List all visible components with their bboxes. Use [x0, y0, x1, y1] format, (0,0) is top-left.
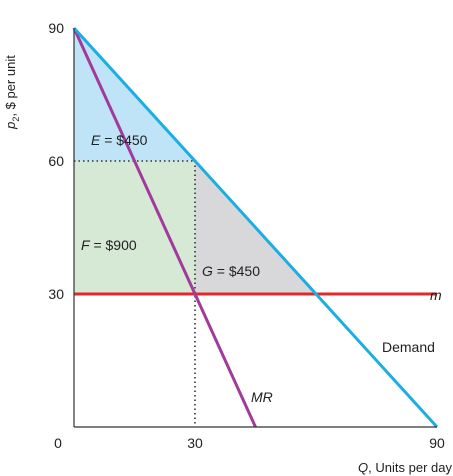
region-f	[74, 161, 195, 294]
mr-curve-label: MR	[251, 389, 273, 405]
dotted-guides	[74, 160, 196, 427]
x-tick-label-30: 30	[187, 435, 203, 451]
x-tick-label-0: 0	[54, 435, 62, 451]
y-tick-label-90: 90	[48, 20, 64, 36]
region-e-label: E = $450	[91, 132, 148, 148]
y-tick-label-60: 60	[48, 153, 64, 169]
region-f-label: F = $900	[81, 237, 137, 253]
y-tick-label-30: 30	[48, 286, 64, 302]
text-labels: p2, $ per unit Q, Units per day E = $450…	[3, 55, 452, 475]
m-curve-label: m	[430, 287, 442, 303]
x-tick-label-90: 90	[429, 435, 445, 451]
curves	[72, 26, 439, 429]
demand-curve-label: Demand	[382, 339, 435, 355]
demand-curve	[72, 26, 439, 429]
y-axis-label: p2, $ per unit	[3, 55, 21, 130]
region-g-label: G = $450	[202, 263, 260, 279]
tick-labels: 30 60 90 0 30 90	[48, 20, 445, 451]
axes	[73, 28, 437, 428]
mr-curve	[72, 27, 257, 428]
x-axis-label: Q, Units per day	[358, 460, 452, 475]
